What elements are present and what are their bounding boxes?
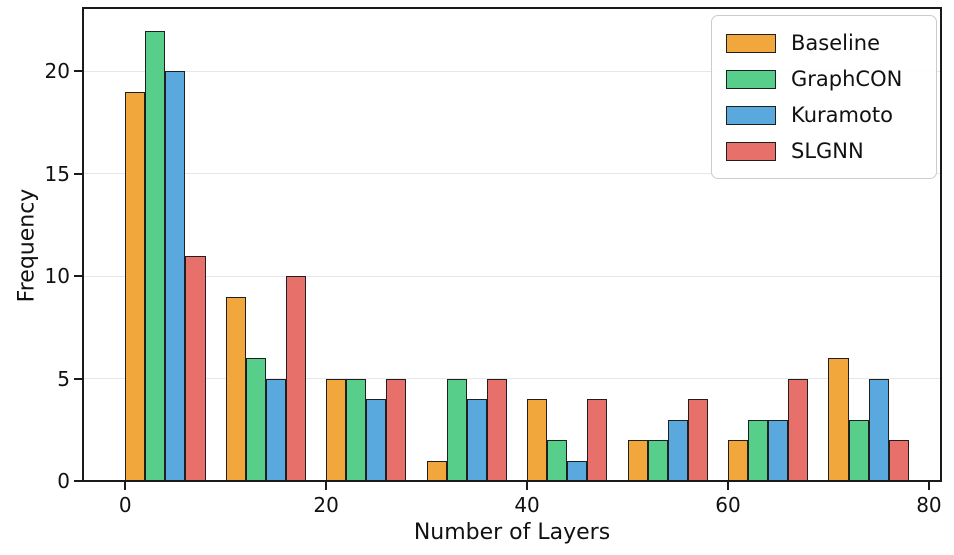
y-tick-label-10: 10 [44, 264, 70, 289]
legend-swatch-baseline [726, 33, 776, 53]
x-tick-0 [124, 482, 127, 490]
y-tick-0 [74, 480, 82, 482]
bar-graphcon-bin40 [547, 440, 568, 481]
bar-kuramoto-bin20 [366, 399, 387, 481]
bar-kuramoto-bin0 [165, 71, 186, 481]
x-tick-label-80: 80 [916, 493, 942, 517]
bar-slgnn-bin20 [386, 378, 407, 481]
bar-kuramoto-bin50 [667, 419, 688, 481]
x-axis-label: Number of Layers [413, 520, 611, 545]
bar-kuramoto-bin40 [567, 460, 588, 481]
gridline-y5 [83, 378, 941, 380]
bar-kuramoto-bin30 [466, 399, 487, 481]
x-tick-20 [325, 482, 328, 490]
bar-graphcon-bin60 [748, 419, 769, 481]
legend-label: SLGNN [791, 139, 864, 163]
bar-kuramoto-bin70 [868, 378, 889, 481]
legend-label: GraphCON [791, 67, 903, 91]
x-tick-80 [927, 482, 930, 490]
bar-baseline-bin70 [828, 358, 849, 481]
legend-label: Kuramoto [791, 103, 893, 127]
legend-item-slgnn: SLGNN [726, 133, 922, 169]
x-tick-40 [526, 482, 529, 490]
legend-swatch-slgnn [726, 141, 776, 161]
bar-baseline-bin60 [728, 440, 749, 481]
bar-baseline-bin0 [125, 91, 146, 481]
y-tick-label-20: 20 [44, 59, 70, 84]
legend-item-kuramoto: Kuramoto [726, 97, 922, 133]
y-tick-20 [74, 70, 82, 73]
legend-swatch-graphcon [726, 69, 776, 89]
x-tick-label-60: 60 [715, 493, 741, 517]
bar-slgnn-bin0 [185, 255, 206, 481]
axis-spine-bottom [82, 480, 942, 482]
bar-baseline-bin40 [527, 399, 548, 481]
bar-kuramoto-bin60 [768, 419, 789, 481]
y-tick-label-15: 15 [44, 161, 70, 186]
x-tick-label-40: 40 [514, 493, 540, 517]
bar-baseline-bin10 [225, 296, 246, 481]
bar-baseline-bin50 [627, 440, 648, 481]
y-tick-5 [74, 377, 82, 380]
gridline-y10 [83, 275, 941, 277]
y-tick-15 [74, 172, 82, 175]
bar-slgnn-bin30 [486, 378, 507, 481]
bar-baseline-bin20 [326, 378, 347, 481]
x-tick-label-20: 20 [313, 493, 339, 517]
x-tick-60 [727, 482, 729, 490]
y-tick-label-0: 0 [57, 469, 70, 493]
axis-spine-right [940, 7, 942, 482]
bar-graphcon-bin10 [245, 358, 266, 481]
axis-spine-top [82, 7, 942, 9]
bar-slgnn-bin40 [587, 399, 608, 481]
bar-graphcon-bin30 [446, 378, 467, 481]
bar-slgnn-bin50 [687, 399, 708, 481]
legend-item-baseline: Baseline [726, 25, 922, 61]
gridline-y20 [83, 70, 941, 73]
legend-swatch-kuramoto [726, 105, 776, 125]
gridline-y15 [83, 173, 941, 175]
bar-baseline-bin30 [426, 460, 447, 481]
bar-graphcon-bin20 [346, 378, 367, 481]
legend-label: Baseline [791, 31, 881, 55]
bar-kuramoto-bin10 [265, 378, 286, 481]
x-tick-label-0: 0 [118, 493, 132, 517]
axis-spine-left [82, 7, 84, 482]
legend: Baseline GraphCON Kuramoto SLGNN [711, 15, 937, 179]
y-tick-10 [74, 275, 82, 278]
bar-slgnn-bin70 [888, 440, 909, 481]
bar-slgnn-bin10 [285, 276, 307, 481]
bar-graphcon-bin0 [145, 30, 166, 481]
bar-slgnn-bin60 [788, 378, 809, 481]
y-tick-label-5: 5 [57, 366, 70, 391]
bar-graphcon-bin50 [647, 440, 668, 481]
legend-item-graphcon: GraphCON [726, 61, 922, 97]
bar-graphcon-bin70 [848, 419, 869, 481]
